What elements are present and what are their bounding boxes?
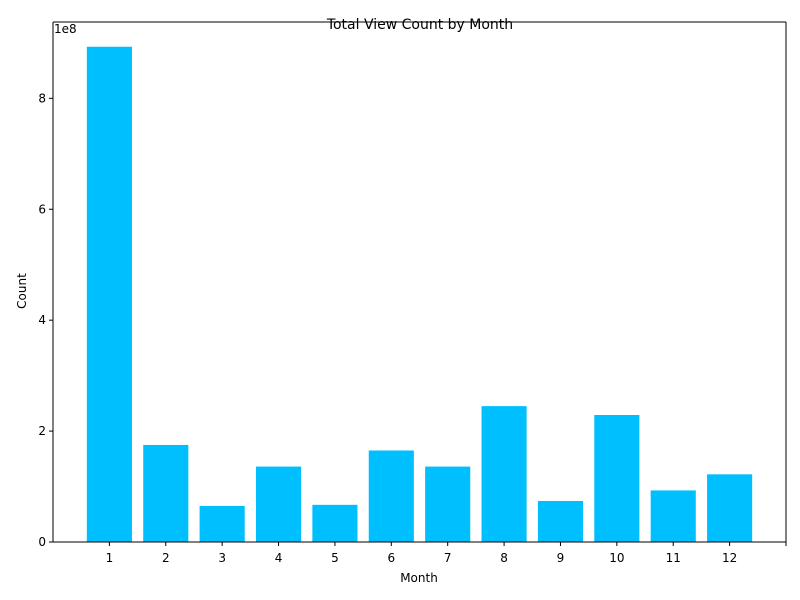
y-offset-label: 1e8 — [54, 22, 77, 36]
bars-group — [86, 46, 753, 542]
y-tick-label-0: 0 — [38, 535, 46, 549]
x-tick-label-6: 6 — [387, 551, 395, 565]
x-tick-label-1: 1 — [106, 551, 114, 565]
x-tick-label-11: 11 — [666, 551, 681, 565]
chart-title: Total View Count by Month — [326, 17, 513, 33]
y-tick-label-8: 8 — [38, 91, 46, 105]
bar-month-8 — [481, 406, 527, 542]
bar-month-12 — [707, 474, 753, 542]
bar-month-11 — [650, 490, 696, 542]
x-axis-title: Month — [400, 571, 438, 585]
bar-month-1 — [86, 46, 132, 542]
bar-month-3 — [199, 505, 245, 542]
x-tick-label-3: 3 — [218, 551, 226, 565]
x-tick-label-9: 9 — [557, 551, 565, 565]
bar-month-6 — [368, 450, 414, 542]
bar-month-4 — [255, 466, 302, 542]
bar-month-2 — [143, 444, 189, 542]
x-tick-label-8: 8 — [500, 551, 508, 565]
bar-month-5 — [312, 504, 358, 542]
x-tick-label-2: 2 — [162, 551, 170, 565]
x-tick-label-10: 10 — [609, 551, 624, 565]
bar-month-7 — [425, 466, 471, 542]
y-tick-label-6: 6 — [38, 202, 46, 216]
x-tick-label-7: 7 — [444, 551, 452, 565]
x-tick-label-5: 5 — [331, 551, 339, 565]
x-tick-label-4: 4 — [275, 551, 283, 565]
bar-month-10 — [594, 415, 640, 542]
x-tick-label-12: 12 — [722, 551, 737, 565]
y-tick-label-4: 4 — [38, 313, 46, 327]
bar-month-9 — [537, 500, 584, 542]
y-axis-title: Count — [15, 273, 29, 309]
y-tick-label-2: 2 — [38, 424, 46, 438]
